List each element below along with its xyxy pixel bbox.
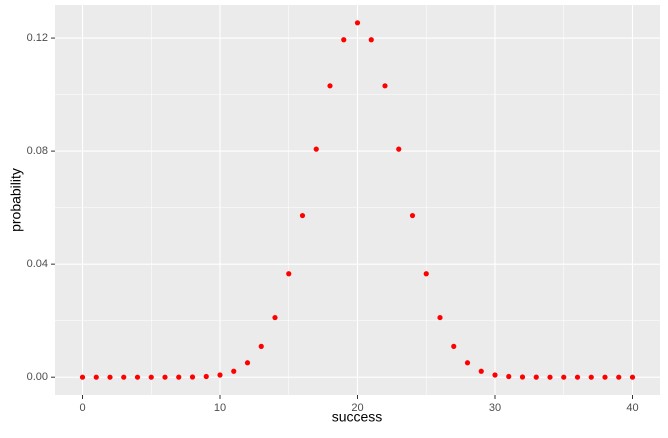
point [299, 212, 306, 219]
point [588, 374, 594, 380]
x-tick-label: 30 [489, 402, 501, 414]
point [258, 343, 264, 349]
point [121, 374, 127, 380]
point [231, 368, 237, 374]
point [437, 314, 443, 321]
point [382, 83, 388, 89]
point [189, 374, 196, 380]
point [533, 374, 539, 380]
point [423, 271, 429, 277]
point [244, 360, 251, 366]
x-tick-label: 20 [351, 402, 363, 414]
point [492, 372, 498, 378]
point [574, 374, 581, 380]
point [616, 374, 622, 380]
point [519, 374, 526, 380]
point [93, 374, 99, 380]
point [162, 374, 168, 380]
point [217, 372, 223, 378]
point [602, 374, 608, 380]
point [203, 373, 209, 380]
y-tick-label: 0.08 [27, 145, 48, 157]
point [327, 83, 333, 89]
y-axis-label: probability [8, 168, 24, 232]
point [396, 146, 402, 152]
point [134, 374, 141, 380]
point [451, 343, 457, 349]
point [354, 20, 361, 26]
point [272, 314, 278, 321]
point [341, 37, 347, 43]
x-axis-label: success [332, 409, 383, 425]
y-tick-label: 0.00 [27, 371, 48, 383]
point [506, 373, 512, 380]
point [176, 374, 182, 380]
point [368, 37, 374, 43]
point [286, 271, 292, 277]
point [464, 360, 471, 366]
point [148, 374, 154, 380]
point [547, 374, 553, 380]
point [409, 212, 416, 219]
point [629, 374, 636, 380]
y-tick-label: 0.04 [27, 258, 48, 270]
x-tick-label: 10 [214, 402, 226, 414]
point [107, 374, 113, 380]
y-tick-label: 0.12 [27, 32, 48, 44]
point [313, 146, 319, 152]
x-tick-label: 40 [626, 402, 638, 414]
point [561, 374, 567, 380]
point [79, 374, 86, 380]
x-tick-label: 0 [79, 402, 85, 414]
point [478, 368, 484, 374]
